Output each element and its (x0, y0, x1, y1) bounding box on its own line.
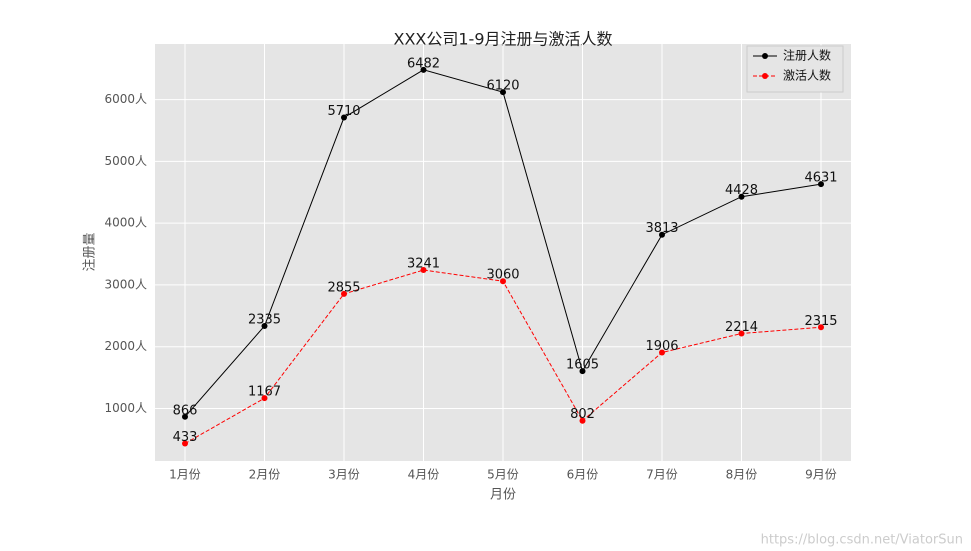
point (579, 417, 586, 424)
data-label: 3813 (645, 221, 678, 236)
x-tick-label: 2月份 (249, 468, 281, 482)
point (261, 395, 268, 402)
y-tick-label: 4000人 (104, 216, 147, 230)
y-tick-label: 3000人 (104, 277, 147, 291)
x-tick-label: 8月份 (726, 468, 758, 482)
data-label: 1605 (566, 358, 599, 373)
point (818, 181, 824, 188)
y-axis-label: 注册量 (83, 232, 98, 271)
point (182, 413, 188, 420)
x-tick-label: 7月份 (646, 468, 678, 482)
legend-marker (762, 73, 768, 79)
data-label: 2855 (327, 280, 360, 295)
legend-label: 激活人数 (783, 68, 831, 83)
x-tick-label: 5月份 (487, 468, 519, 482)
data-label: 3060 (486, 268, 519, 283)
point (818, 324, 824, 331)
data-label: 3241 (407, 257, 440, 272)
point (579, 368, 586, 375)
data-label: 4631 (804, 171, 837, 186)
watermark: https://blog.csdn.net/ViatorSun (761, 533, 963, 548)
point (738, 330, 745, 337)
data-label: 5710 (327, 104, 360, 119)
x-tick-label: 3月份 (328, 468, 360, 482)
data-label: 802 (570, 407, 595, 422)
data-label: 866 (173, 403, 198, 418)
data-label: 2214 (725, 320, 758, 335)
data-label: 6120 (486, 79, 519, 94)
data-label: 2315 (804, 314, 837, 329)
point (500, 89, 506, 96)
point (341, 290, 347, 297)
point (659, 349, 665, 356)
x-tick-label: 4月份 (408, 468, 440, 482)
point (261, 323, 268, 330)
y-tick-label: 6000人 (104, 92, 147, 106)
x-tick-label: 9月份 (805, 468, 837, 482)
point (738, 193, 745, 200)
y-tick-label: 5000人 (104, 154, 147, 168)
point (182, 440, 188, 447)
legend-box (746, 45, 844, 93)
x-axis-label: 月份 (490, 488, 516, 503)
data-label: 1906 (645, 339, 678, 354)
data-label: 6482 (407, 56, 440, 71)
point (500, 278, 506, 285)
data-label: 1167 (248, 385, 281, 400)
point (341, 114, 347, 121)
legend-label: 注册人数 (783, 48, 831, 63)
x-tick-label: 1月份 (169, 468, 201, 482)
data-label: 433 (173, 430, 198, 445)
data-label: 2335 (248, 313, 281, 328)
y-tick-label: 1000人 (104, 401, 147, 415)
legend-marker (762, 53, 768, 59)
chart-title: XXX公司1-9月注册与激活人数 (393, 30, 612, 49)
data-label: 4428 (725, 183, 758, 198)
x-tick-label: 6月份 (567, 468, 599, 482)
point (420, 267, 427, 274)
y-tick-label: 2000人 (104, 339, 147, 353)
point (659, 231, 665, 238)
point (420, 66, 427, 73)
